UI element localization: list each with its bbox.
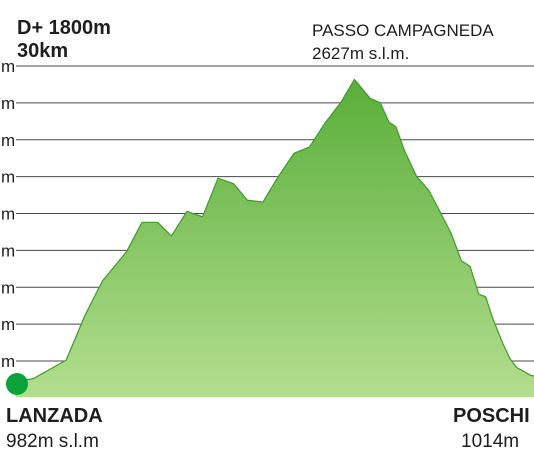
end-elevation-label: 1014m [461,431,520,452]
y-tick-label: m [1,94,15,113]
y-tick-label: m [1,57,15,76]
elevation-area [15,78,534,397]
y-tick-label: m [1,315,15,334]
elevation-profile-line [15,78,534,383]
y-tick-label: m [1,278,15,297]
start-point-marker [6,373,28,395]
y-tick-label: m [1,205,15,224]
start-elevation-label: 982m s.l.m [6,431,99,452]
start-location-label: LANZADA [6,405,103,427]
y-tick-label: m [1,241,15,260]
y-tick-label: m [1,131,15,150]
peak-elevation-label: 2627m s.l.m. [312,44,410,63]
distance-label: 30km [17,40,69,62]
elevation-gain-label: D+ 1800m [17,17,111,39]
elevation-area-fill [16,79,534,397]
end-location-label: POSCHI [453,405,530,427]
start-marker-layer [6,373,28,395]
y-tick-label: m [1,352,15,371]
y-tick-label: m [1,168,15,187]
peak-name-label: PASSO CAMPAGNEDA [312,21,494,40]
